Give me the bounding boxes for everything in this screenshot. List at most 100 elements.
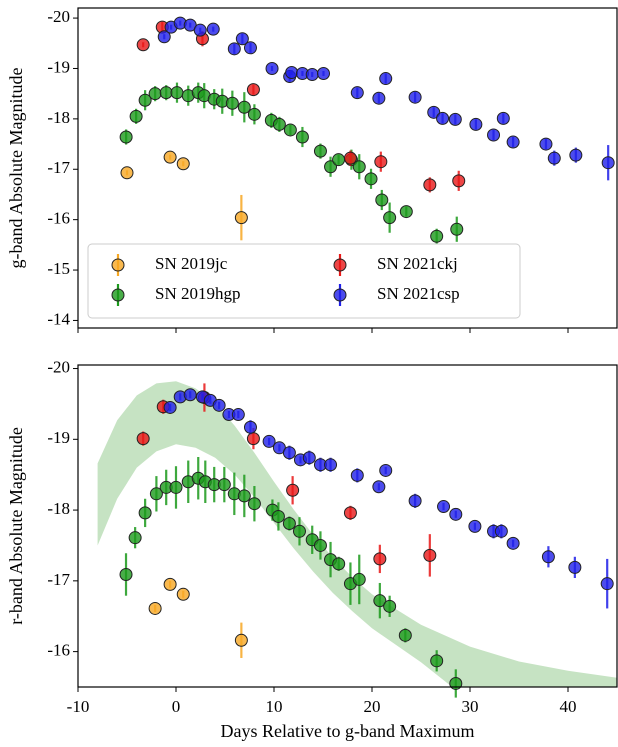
data-point (372, 91, 386, 105)
data-point (163, 150, 177, 164)
data-point (246, 432, 260, 446)
data-point (350, 86, 364, 100)
data-point (332, 153, 346, 167)
data-point (159, 86, 173, 100)
data-point (343, 151, 357, 165)
data-point (212, 398, 226, 412)
y-tick-label: -20 (47, 7, 70, 26)
data-point (343, 506, 357, 520)
legend-box (87, 243, 521, 319)
data-point (383, 599, 397, 613)
data-point (313, 144, 327, 158)
data-point (450, 222, 464, 236)
data-point (170, 86, 184, 100)
data-point (163, 400, 177, 414)
data-point (364, 172, 378, 186)
data-point (332, 557, 346, 571)
plot-frame (77, 364, 618, 688)
data-point (247, 497, 261, 511)
data-point (272, 117, 286, 131)
data-point (136, 38, 150, 52)
data-point (313, 538, 327, 552)
y-tick-label: -14 (47, 309, 70, 328)
model-band (97, 381, 617, 687)
data-point (448, 112, 462, 126)
data-point (247, 107, 261, 121)
data-point (379, 463, 393, 477)
data-point (469, 117, 483, 131)
data-point (375, 193, 389, 207)
legend-label: SN 2021csp (377, 284, 460, 303)
data-point (265, 61, 279, 75)
data-point (243, 420, 257, 434)
data-point (539, 137, 553, 151)
legend-label: SN 2019jc (155, 254, 228, 273)
y-tick-label: -15 (47, 259, 70, 278)
data-point (295, 130, 309, 144)
data-point (282, 517, 296, 531)
data-point (217, 478, 231, 492)
data-point (305, 68, 319, 82)
data-point (183, 388, 197, 402)
data-point (138, 506, 152, 520)
data-point (176, 587, 190, 601)
data-point (379, 72, 393, 86)
data-point (324, 458, 338, 472)
data-point (138, 93, 152, 107)
data-point (468, 519, 482, 533)
y-tick-label: -20 (47, 357, 70, 376)
data-point (302, 451, 316, 465)
data-point (600, 577, 614, 591)
plot-frame (77, 7, 618, 329)
data-point (449, 507, 463, 521)
data-point (169, 480, 183, 494)
data-point (225, 96, 239, 110)
data-point (149, 487, 163, 501)
y-axis-label: r-band Absolute Magnitude (6, 427, 26, 625)
x-tick-label: 40 (560, 697, 577, 716)
y-tick-label: -18 (47, 499, 70, 518)
data-point (119, 567, 133, 581)
legend-label: SN 2019hgp (155, 284, 240, 303)
data-point (436, 111, 450, 125)
data-point (568, 560, 582, 574)
data-point (452, 174, 466, 188)
data-point (316, 67, 330, 81)
data-point (506, 135, 520, 149)
data-point (136, 432, 150, 446)
data-point (157, 30, 171, 44)
data-point (234, 633, 248, 647)
data-point (352, 572, 366, 586)
data-point (129, 109, 143, 123)
data-point (243, 41, 257, 55)
y-tick-label: -16 (47, 641, 70, 660)
data-point (430, 654, 444, 668)
data-point (206, 22, 220, 36)
data-point (494, 524, 508, 538)
data-point (506, 536, 520, 550)
legend-marker (111, 288, 125, 302)
data-point (399, 205, 413, 219)
data-point (292, 524, 306, 538)
x-axis-label: Days Relative to g-band Maximum (221, 721, 475, 741)
data-point (373, 552, 387, 566)
data-point (352, 160, 366, 174)
data-point (227, 42, 241, 56)
data-point (372, 480, 386, 494)
y-tick-label: -18 (47, 108, 70, 127)
data-point (408, 90, 422, 104)
data-point (541, 550, 555, 564)
x-tick-label: 10 (266, 697, 283, 716)
data-point (350, 468, 364, 482)
data-point (176, 157, 190, 171)
data-point (286, 483, 300, 497)
data-point (148, 87, 162, 101)
y-axis-label: g-band Absolute Magnitude (6, 68, 26, 269)
data-point (423, 178, 437, 192)
data-point (237, 489, 251, 503)
data-point (374, 155, 388, 169)
data-point (423, 548, 437, 562)
x-tick-label: 0 (172, 697, 181, 716)
data-point (398, 628, 412, 642)
y-tick-label: -19 (47, 428, 70, 447)
